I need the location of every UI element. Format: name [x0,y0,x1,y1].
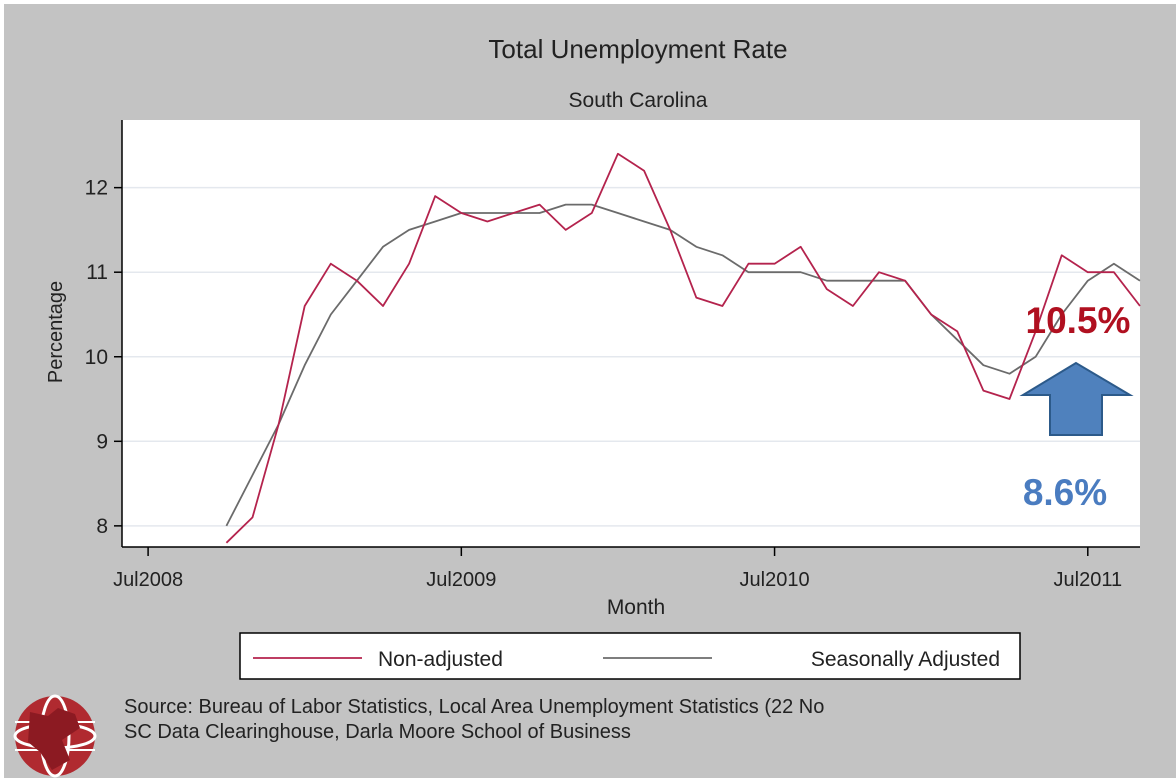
series-line-seasonally-adjusted [225,203,1141,527]
legend: Non-adjusted Seasonally Adjusted [239,632,1021,680]
series-lines [225,152,1141,544]
y-axis-label: Percentage [45,281,67,383]
x-tick-label-Jul2011: Jul2011 [1054,569,1123,591]
source-line-1: Source: Bureau of Labor Statistics, Loca… [124,696,824,718]
chart-subtitle: South Carolina [569,89,708,112]
gridlines [122,186,1140,527]
x-axis-label: Month [607,596,665,619]
annotation-red-value: 10.5% [1026,300,1131,341]
source-line-2: SC Data Clearinghouse, Darla Moore Schoo… [124,721,631,743]
y-tick-label-9: 9 [96,430,108,453]
plot-area [122,120,1140,547]
axes: 8 9 10 11 12 Jul2008 Jul2009 Jul2010 Jul2011 [85,120,1140,591]
legend-box [239,632,1021,680]
annotation-blue-value: 8.6% [1023,472,1107,513]
legend-label-seasonally-adjusted: Seasonally Adjusted [811,648,1000,671]
globe-logo-icon [13,694,97,778]
x-tick-label-Jul2009: Jul2009 [426,569,496,591]
chart-title: Total Unemployment Rate [488,34,787,64]
y-tick-label-8: 8 [96,515,108,538]
y-tick-label-12: 12 [85,177,108,200]
series-line-non-adjusted [225,152,1141,544]
y-tick-label-10: 10 [85,346,108,369]
legend-label-non-adjusted: Non-adjusted [378,648,503,671]
x-tick-label-Jul2008: Jul2008 [113,569,183,591]
y-tick-label-11: 11 [86,261,108,284]
x-tick-label-Jul2010: Jul2010 [740,569,810,591]
up-arrow-icon [1019,361,1134,436]
